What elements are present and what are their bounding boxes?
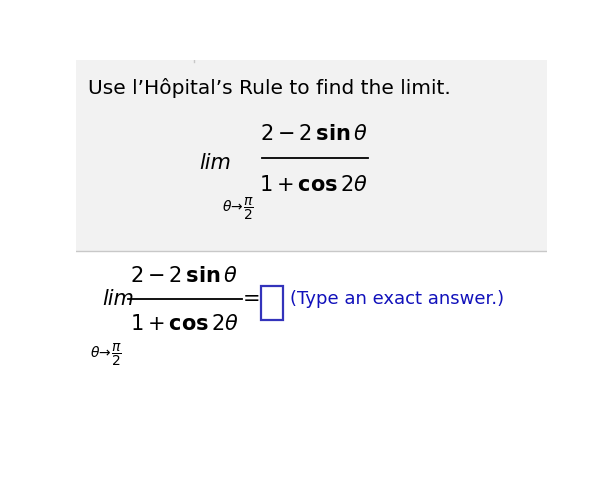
Text: (Type an exact answer.): (Type an exact answer.): [291, 290, 505, 308]
Text: $1 + \mathbf{cos}\,2\mathit{\theta}$: $1 + \mathbf{cos}\,2\mathit{\theta}$: [260, 175, 368, 195]
Text: Use l’Hôpital’s Rule to find the limit.: Use l’Hôpital’s Rule to find the limit.: [88, 78, 451, 98]
Text: =: =: [243, 289, 260, 309]
Text: $1 + \mathbf{cos}\,2\mathit{\theta}$: $1 + \mathbf{cos}\,2\mathit{\theta}$: [130, 314, 239, 334]
Bar: [76, 60, 547, 251]
Text: $\mathit{\theta}\!\rightarrow\!\dfrac{\pi}{2}$: $\mathit{\theta}\!\rightarrow\!\dfrac{\p…: [90, 342, 122, 368]
Text: $\mathit{\theta}\!\rightarrow\!\dfrac{\pi}{2}$: $\mathit{\theta}\!\rightarrow\!\dfrac{\p…: [222, 196, 254, 222]
Text: lim: lim: [199, 153, 232, 173]
Bar: [261, 286, 283, 321]
Text: lim: lim: [102, 289, 134, 309]
Text: $2 - 2\,\mathbf{sin}\,\mathit{\theta}$: $2 - 2\,\mathbf{sin}\,\mathit{\theta}$: [131, 266, 238, 286]
Text: $2 - 2\,\mathbf{sin}\,\mathit{\theta}$: $2 - 2\,\mathbf{sin}\,\mathit{\theta}$: [260, 124, 368, 144]
